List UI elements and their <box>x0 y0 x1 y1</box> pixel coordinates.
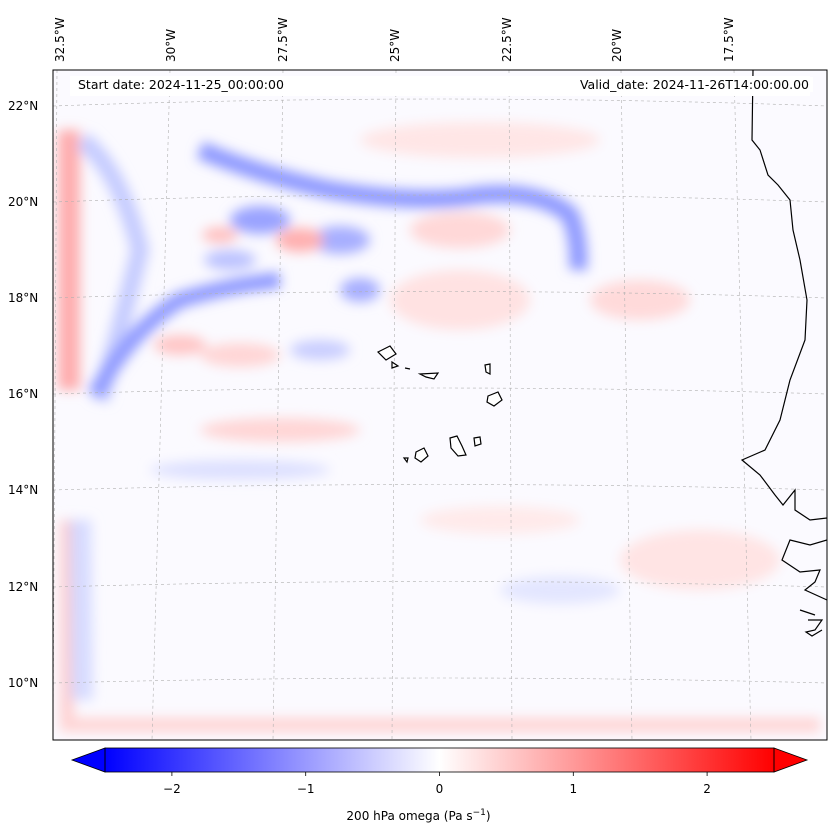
lon-label-27-5w: 27.5°W <box>276 17 290 62</box>
lat-label-12n: 12°N <box>8 580 39 594</box>
gridlines <box>53 70 827 740</box>
valid-date-label: Valid_date: 2024-11-26T14:00:00.00 <box>575 77 813 92</box>
lat-label-18n: 18°N <box>8 291 39 305</box>
fogo-island <box>414 447 429 463</box>
omega-negative-cell-3 <box>340 278 380 302</box>
santiago-island <box>449 435 467 457</box>
colorbar-title-close: ) <box>485 809 491 823</box>
omega-negative-cell-4 <box>204 250 256 270</box>
omega-positive-cell-7 <box>390 270 530 330</box>
omega-positive-cell-9 <box>360 122 600 158</box>
lon-label-22-5w: 22.5°W <box>500 17 514 62</box>
colorbar-title-text: 200 hPa omega (Pa s <box>346 809 473 823</box>
map-area <box>53 70 827 740</box>
lat-label-22n: 22°N <box>8 99 39 113</box>
colorbar-tick-label: 1 <box>569 782 578 796</box>
omega-negative-southwest <box>69 519 93 701</box>
omega-negative-cell-1 <box>230 206 290 234</box>
omega-positive-west-edge <box>58 130 80 390</box>
sao-nicolau-island <box>417 372 440 380</box>
coastline <box>740 70 827 637</box>
lat-label-14n: 14°N <box>8 483 39 497</box>
omega-negative-cell-6 <box>150 460 330 480</box>
colorbar <box>70 747 809 776</box>
omega-negative-cell-5 <box>290 340 350 360</box>
colorbar-tick-label: 2 <box>703 782 711 796</box>
colorbar-tick-label: −2 <box>163 782 181 796</box>
santa-luzia-island <box>404 367 411 370</box>
omega-field <box>58 122 820 732</box>
omega-positive-cell-5 <box>200 418 360 442</box>
africa-coast <box>740 70 827 637</box>
lon-label-25w: 25°W <box>388 28 402 62</box>
omega-positive-cell-8 <box>590 280 690 320</box>
colorbar-max-extend <box>773 747 809 773</box>
colorbar-title: 200 hPa omega (Pa s−1) <box>0 808 837 823</box>
omega-positive-cell-6 <box>410 212 510 248</box>
boa-vista-island <box>486 391 503 407</box>
omega-negative-cell-7 <box>500 576 620 604</box>
sao-vicente-island <box>391 360 400 369</box>
colorbar-tick-label: −1 <box>296 782 315 796</box>
colorbar-tick-marks <box>171 772 708 776</box>
lon-label-17-5w: 17.5°W <box>722 17 736 62</box>
brava-island <box>402 457 409 464</box>
start-date-label: Start date: 2024-11-25_00:00:00 <box>74 77 288 92</box>
lat-label-16n: 16°N <box>8 387 39 401</box>
maio-island <box>473 436 482 447</box>
colorbar-min-extend <box>70 747 106 773</box>
sal-island <box>484 363 491 375</box>
omega-positive-south-edge <box>60 718 820 732</box>
omega-negative-18n-band <box>87 272 281 399</box>
lon-label-32-5w: 32.5°W <box>53 17 67 62</box>
lat-label-10n: 10°N <box>8 676 39 690</box>
omega-positive-cell-11 <box>420 506 580 534</box>
colorbar-body <box>105 748 774 772</box>
omega-negative-jet-arc <box>196 141 588 271</box>
omega-positive-cell-3 <box>154 335 206 355</box>
colorbar-tick-label: 0 <box>435 782 444 796</box>
lon-label-20w: 20°W <box>610 28 624 62</box>
map-frame <box>52 69 828 741</box>
omega-positive-cell-10 <box>620 530 780 590</box>
omega-negative-cell-2 <box>310 226 370 254</box>
colorbar-title-exponent: −1 <box>472 808 486 818</box>
omega-positive-cell-4 <box>200 343 280 367</box>
lon-label-30w: 30°W <box>164 28 178 62</box>
omega-positive-cell-1 <box>276 228 324 252</box>
cape-verde-islands <box>376 345 503 464</box>
santo-antao-island <box>376 345 397 361</box>
omega-positive-cell-2 <box>202 227 238 243</box>
lat-label-20n: 20°N <box>8 195 39 209</box>
